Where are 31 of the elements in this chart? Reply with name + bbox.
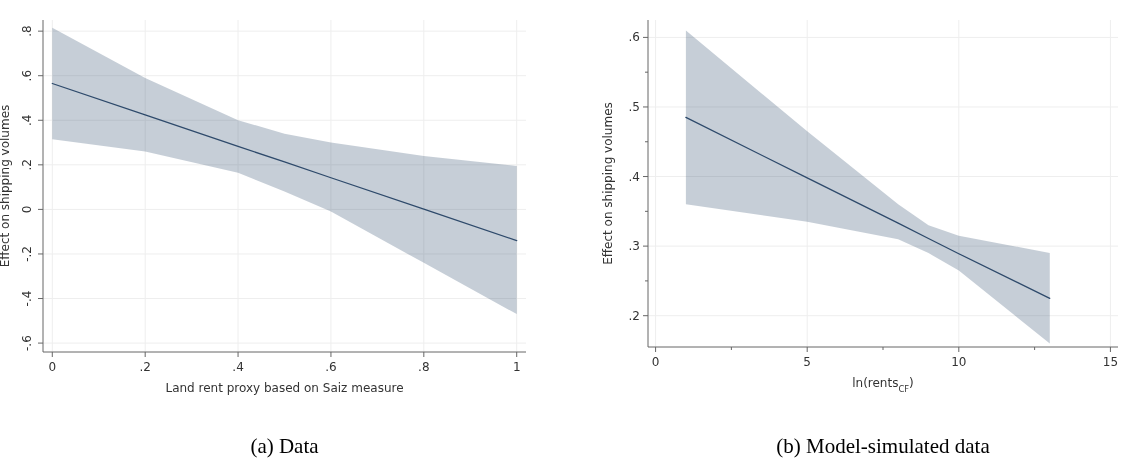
y-tick-label: .8 [20, 25, 34, 37]
y-tick-label: .4 [628, 169, 640, 184]
y-tick-label: -.4 [20, 290, 34, 307]
y-tick-label: .4 [20, 114, 34, 126]
x-tick-label: .6 [325, 360, 337, 374]
y-tick-label: .6 [20, 69, 34, 82]
x-axis-title: ln(rents$_{CF}$) [852, 376, 914, 394]
y-tick-label: .3 [628, 239, 640, 254]
y-axis-title: Effect on shipping volumes [0, 104, 12, 268]
text: (a) Data [250, 434, 320, 458]
x-tick-label: .2 [139, 360, 151, 374]
y-tick-label: -.2 [20, 246, 34, 262]
x-axis-title: Land rent proxy based on Saiz measure [165, 381, 404, 395]
y-tick-label: 0 [20, 205, 34, 214]
x-tick-label: 1 [512, 360, 521, 374]
x-tick-label: .8 [418, 360, 430, 374]
x-tick-label: 15 [1102, 355, 1119, 369]
x-tick-label: 10 [951, 355, 967, 369]
x-tick-label: .4 [232, 360, 244, 374]
y-tick-label: -.6 [20, 335, 34, 351]
line-series [685, 116, 1051, 299]
text: (b) Model-simulated data [776, 434, 991, 458]
x-tick-label: 0 [651, 355, 660, 369]
y-axis-title: Effect on shipping volumes [601, 102, 615, 265]
x-tick-label: 5 [803, 355, 812, 369]
x-tick-label: 0 [48, 360, 57, 374]
y-tick-label: .2 [20, 159, 34, 171]
y-tick-label: .5 [628, 99, 640, 114]
y-tick-label: .2 [628, 308, 640, 323]
y-tick-label: .6 [628, 30, 640, 45]
line-series [51, 82, 518, 242]
